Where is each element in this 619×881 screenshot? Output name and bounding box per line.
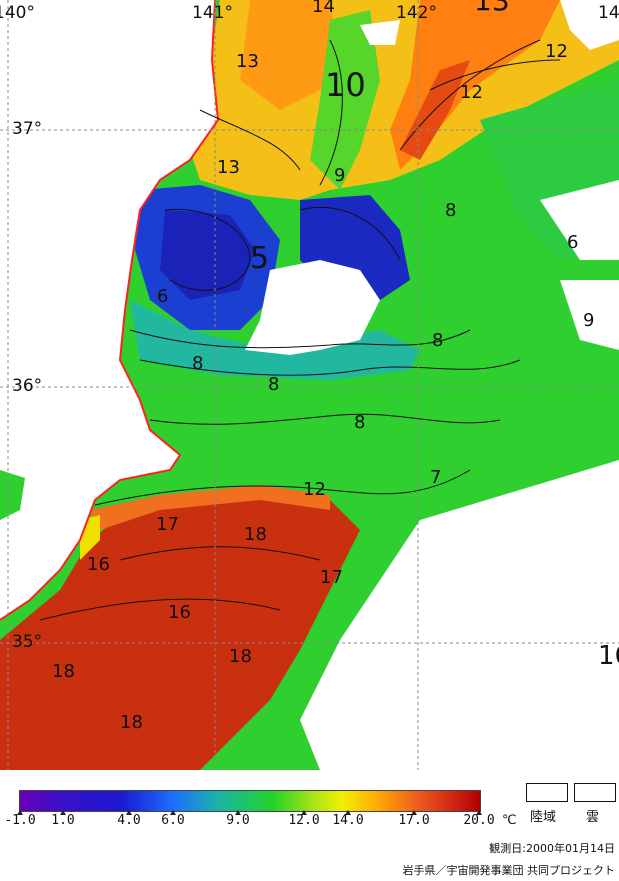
contour-label: 12: [545, 41, 568, 62]
legend-area: [0, 770, 619, 881]
contour-label: 16: [168, 602, 191, 623]
colorbar-tick-label: 6.0: [161, 813, 185, 828]
colorbar-tickmark: [126, 810, 132, 815]
contour-label: 13: [474, 0, 510, 17]
contour-label: 9: [334, 165, 345, 186]
south-orange-front: [90, 485, 330, 530]
colorbar-unit: ℃: [502, 813, 517, 828]
contour-label: 8: [354, 412, 365, 433]
north-orange-patch: [240, 0, 340, 110]
colorbar-tick-label: 9.0: [226, 813, 250, 828]
south-warm-region: [0, 490, 360, 770]
colorbar-tickmark: [301, 810, 307, 815]
land-swatch: [526, 783, 568, 802]
land-bay-patch: [0, 470, 25, 520]
contour-label: 18: [244, 524, 267, 545]
contour-label: 10: [325, 66, 366, 104]
cloud-top: [360, 20, 400, 45]
contour-label: 8: [268, 374, 279, 395]
colorbar-tick-label: 4.0: [117, 813, 141, 828]
land-legend-label: 陸域: [530, 810, 557, 825]
north-green-tongue: [310, 10, 380, 190]
contour-label: 8: [432, 330, 443, 351]
contour-label: 16: [87, 554, 110, 575]
contour-label: 17: [156, 514, 179, 535]
contour-label: 18: [229, 646, 252, 667]
cloud-top-right: [560, 0, 619, 50]
land-honshu: [0, 0, 218, 620]
graticule: [0, 0, 619, 770]
colorbar-tick-label: 12.0: [288, 813, 320, 828]
credit-line: 岩手県／宇宙開発事業団 共同プロジェクト: [402, 864, 616, 877]
colorbar-tickmark: [235, 810, 241, 815]
lon-label-141: 141°: [192, 3, 233, 23]
sea-surface-temperature-map: 140° 141° 142° 143° 37° 36° 35° 14 13 12…: [0, 0, 619, 770]
cloud-south-east: [300, 460, 619, 770]
colorbar-tick-label: 20.0: [463, 813, 495, 828]
contour-label: 5: [250, 241, 269, 276]
contour-label: 17: [320, 567, 343, 588]
contour-label: 8: [192, 353, 203, 374]
contour-label: 18: [52, 661, 75, 682]
lat-label-37: 37°: [12, 119, 42, 139]
colorbar-tickmark: [17, 810, 23, 815]
contour-label: 6: [157, 286, 168, 307]
colorbar-tick-label: -1.0: [4, 813, 36, 828]
contour-label: 16: [598, 641, 619, 671]
contour-label: 13: [236, 51, 259, 72]
contour-label: 12: [303, 479, 326, 500]
lon-label-140: 140°: [0, 3, 35, 23]
lat-label-36: 36°: [12, 376, 42, 396]
contour-label: 9: [583, 310, 594, 331]
colorbar-tick-label: 1.0: [51, 813, 75, 828]
cold-pool-core: [160, 210, 255, 300]
coastline: [0, 0, 220, 621]
cloud-east-1: [540, 180, 619, 260]
isotherm-contours: [39, 39, 561, 621]
cloud-legend-label: 雲: [586, 810, 600, 825]
temperature-colorbar: [19, 790, 481, 812]
colorbar-tickmark: [411, 810, 417, 815]
cloud-swatch: [574, 783, 616, 802]
cyan-band: [130, 300, 420, 380]
colorbar-tickmark: [60, 810, 66, 815]
colorbar-tick-label: 17.0: [398, 813, 430, 828]
contour-label: 12: [460, 82, 483, 103]
contour-label: 8: [445, 200, 456, 221]
cloud-east-2: [560, 280, 619, 350]
observation-date: 観測日:2000年01月14日: [489, 842, 615, 855]
colorbar-tickmark: [170, 810, 176, 815]
colorbar-tick-label: 14.0: [332, 813, 364, 828]
contour-label: 14: [312, 0, 335, 17]
contour-label: 7: [430, 467, 441, 488]
lon-label-142: 142°: [396, 3, 437, 23]
contour-label: 18: [120, 712, 143, 733]
lon-label-143: 143°: [598, 3, 619, 23]
cloud-central: [245, 260, 380, 355]
colorbar-tickmark: [345, 810, 351, 815]
lat-label-35: 35°: [12, 632, 42, 652]
contour-label: 6: [567, 232, 578, 253]
colorbar-tickmark: [476, 810, 482, 815]
contour-label: 13: [217, 157, 240, 178]
